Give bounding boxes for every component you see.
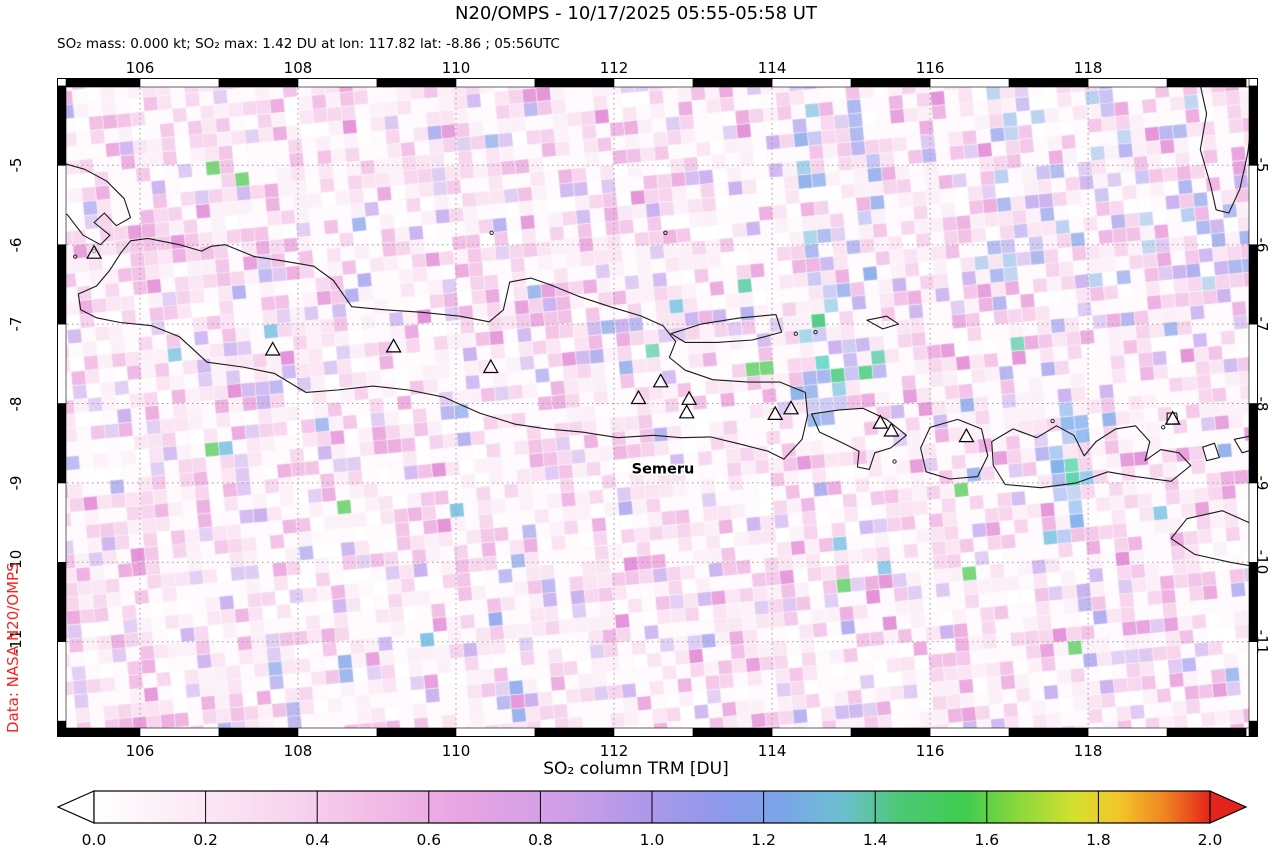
lon-tick-top: 110 bbox=[441, 59, 471, 77]
lon-tick-top: 114 bbox=[757, 59, 787, 77]
volcano-label: Semeru bbox=[632, 461, 695, 477]
so2-pixel-mosaic bbox=[57, 78, 1258, 737]
colorbar-tick-label: 1.6 bbox=[974, 831, 999, 849]
colorbar-tick-label: 0.2 bbox=[193, 831, 218, 849]
lat-tick-left: -5 bbox=[7, 157, 25, 173]
islet bbox=[73, 254, 78, 259]
lon-tick-bottom: 106 bbox=[125, 742, 155, 760]
lat-tick-left: -6 bbox=[7, 237, 25, 253]
lon-tick-bottom: 108 bbox=[283, 742, 313, 760]
lat-tick-right: -6 bbox=[1253, 237, 1271, 253]
coastline-kangean bbox=[866, 315, 900, 330]
lon-tick-top: 118 bbox=[1073, 59, 1103, 77]
volcano-marker bbox=[1164, 410, 1181, 425]
coastline-java bbox=[77, 237, 809, 460]
lat-tick-right: -11 bbox=[1253, 629, 1271, 654]
islet bbox=[489, 230, 494, 235]
colorbar-tick-label: 0.4 bbox=[305, 831, 330, 849]
colorbar-tick-label: 1.8 bbox=[1086, 831, 1111, 849]
islet bbox=[1050, 418, 1055, 424]
lon-tick-bottom: 118 bbox=[1073, 742, 1103, 760]
volcano-marker bbox=[264, 341, 281, 356]
map-area: Semeru bbox=[57, 78, 1258, 737]
figure-title: N20/OMPS - 10/17/2025 05:55-05:58 UT bbox=[455, 3, 817, 24]
volcano-marker bbox=[630, 389, 647, 405]
volcano-marker bbox=[385, 338, 402, 353]
volcano-marker bbox=[652, 373, 669, 388]
lat-tick-left: -8 bbox=[7, 396, 25, 411]
coastline-sumba bbox=[1170, 510, 1258, 568]
colorbar-left-arrow bbox=[56, 790, 95, 824]
colorbar-tick-label: 1.0 bbox=[640, 831, 665, 849]
lon-tick-top: 116 bbox=[915, 59, 945, 77]
islet bbox=[813, 329, 818, 335]
lon-tick-bottom: 110 bbox=[441, 742, 471, 760]
colorbar-title: SO₂ column TRM [DU] bbox=[543, 759, 729, 779]
colorbar-tick-label: 1.4 bbox=[863, 831, 888, 849]
islet bbox=[892, 459, 897, 464]
lat-tick-right: -5 bbox=[1253, 157, 1271, 173]
islet bbox=[1161, 425, 1166, 430]
colorbar-tick-label: 0.6 bbox=[416, 831, 441, 849]
coastline-komodo bbox=[1202, 442, 1220, 462]
volcano-marker bbox=[86, 244, 103, 259]
lat-tick-right: -9 bbox=[1253, 475, 1271, 491]
lat-tick-right: -10 bbox=[1253, 550, 1271, 575]
lon-tick-top: 106 bbox=[125, 59, 155, 77]
map-overlay: Semeru bbox=[57, 78, 1258, 737]
volcano-marker bbox=[482, 358, 499, 374]
volcano-marker bbox=[782, 400, 800, 415]
colorbar-right-arrow bbox=[1209, 790, 1248, 824]
volcano-marker bbox=[767, 405, 784, 420]
lat-tick-right: -8 bbox=[1253, 396, 1271, 411]
figure-subtitle: SO₂ mass: 0.000 kt; SO₂ max: 1.42 DU at … bbox=[57, 36, 560, 52]
lon-tick-bottom: 112 bbox=[599, 742, 629, 760]
lat-tick-right: -7 bbox=[1253, 316, 1271, 332]
volcano-marker bbox=[678, 404, 695, 419]
volcano-marker bbox=[883, 422, 900, 437]
colorbar: 0.0 0.2 0.4 0.6 0.8 1.0 1.2 1.4 1.6 1.8 2.0 bbox=[56, 790, 1248, 849]
colorbar-tick-label: 0.0 bbox=[82, 831, 107, 849]
volcano-marker bbox=[681, 390, 698, 405]
coastline-madura bbox=[670, 314, 783, 343]
lat-tick-left: -9 bbox=[7, 475, 25, 491]
islet bbox=[663, 230, 668, 235]
coastline-bali bbox=[811, 407, 907, 470]
islet bbox=[793, 331, 798, 336]
lat-tick-left: -7 bbox=[7, 316, 25, 332]
colorbar-tick-label: 1.2 bbox=[751, 831, 776, 849]
lon-tick-bottom: 114 bbox=[757, 742, 787, 760]
coastline-flores-west bbox=[1233, 434, 1258, 454]
lon-tick-top: 108 bbox=[283, 59, 313, 77]
data-source-watermark: Data: NASA N20/OMPS bbox=[4, 562, 22, 733]
volcano-marker bbox=[958, 427, 975, 443]
coastline-sumatra-tip bbox=[57, 160, 132, 246]
coastline-sulawesi-sw bbox=[1198, 78, 1257, 214]
coastline-lombok bbox=[920, 418, 989, 480]
lon-tick-top: 112 bbox=[599, 59, 629, 77]
lon-tick-bottom: 116 bbox=[915, 742, 945, 760]
coastline-sumbawa bbox=[991, 425, 1192, 489]
colorbar-tick-label: 0.8 bbox=[528, 831, 553, 849]
volcano-marker bbox=[872, 414, 889, 429]
colorbar-tick-label: 2.0 bbox=[1198, 831, 1223, 849]
